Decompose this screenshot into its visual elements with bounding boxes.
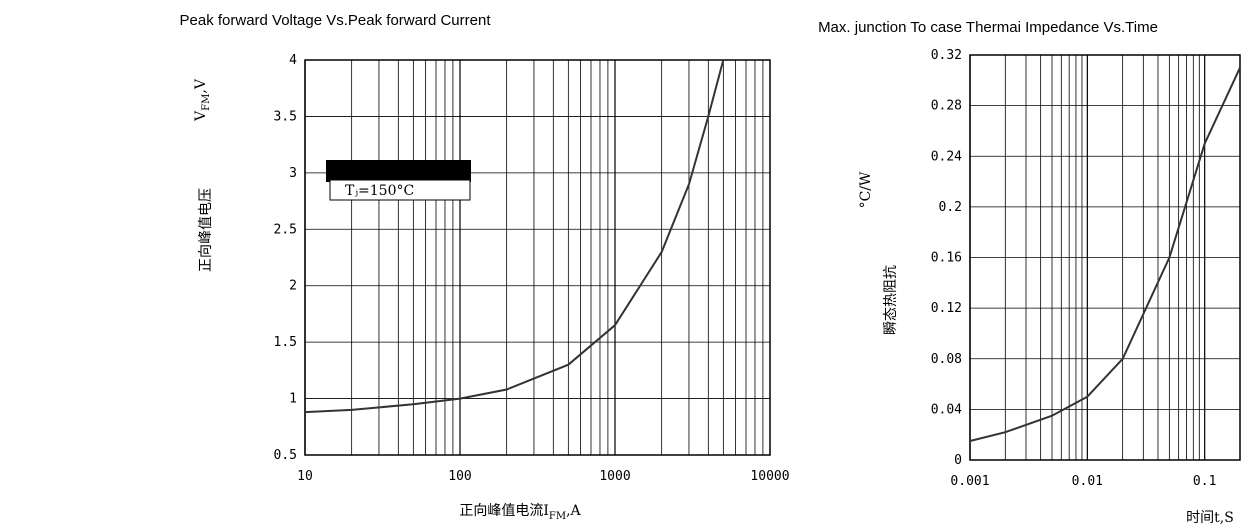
chart-1-y-label: 正向峰值电压	[198, 188, 214, 272]
chart-1-y-label-unit: ,V	[193, 78, 209, 93]
chart-1-legend: Tⱼ=150°C	[326, 160, 471, 201]
chart-1-x-label-sub: FM	[549, 511, 566, 522]
chart-2-y-unit-text: °C/W	[858, 171, 874, 208]
chart-1-x-label: 正向峰值电流IFM,A	[459, 503, 581, 522]
y-tick-label: 0.2	[939, 200, 962, 215]
chart-1-series-line	[304, 59, 725, 414]
chart-2-title: Max. junction To case Thermai Impedance …	[818, 19, 1158, 36]
x-tick-label: 100	[448, 469, 471, 484]
chart-2-series-line	[969, 67, 1241, 442]
y-tick-label: 0.16	[931, 251, 962, 266]
y-tick-label: 0.28	[931, 99, 962, 114]
chart-1-legend-box	[326, 160, 471, 182]
chart-1-x-label-unit: ,A	[566, 503, 581, 519]
chart-1-y-label-main: V	[193, 110, 209, 122]
chart-2-frame	[969, 54, 1241, 461]
chart-2: Max. junction To case Thermai Impedance …	[818, 19, 1241, 526]
x-tick-label: 10	[297, 469, 313, 484]
x-tick-label: 1000	[599, 469, 630, 484]
chart-2-y-label: 瞬态热阻抗	[883, 265, 899, 335]
chart-1-legend-label-box	[329, 179, 471, 201]
y-tick-label: 0.04	[931, 402, 962, 417]
y-tick-label: 0.08	[931, 352, 962, 367]
chart-1-y-ticks: 0.5 1 1.5 2 2.5 3 3.5 4	[274, 53, 298, 463]
chart-1-grid	[304, 59, 770, 456]
chart-2-x-ticks: 0.001 0.01 0.1	[950, 474, 1216, 489]
y-tick-label: 3.5	[274, 109, 297, 124]
y-tick-label: 0.5	[274, 448, 297, 463]
chart-2-y-label-cn: 瞬态热阻抗	[883, 265, 899, 335]
y-tick-label: 3	[289, 166, 297, 181]
y-tick-label: 4	[289, 53, 297, 68]
y-tick-label: 0.32	[931, 48, 962, 63]
x-tick-label: 0.01	[1072, 474, 1103, 489]
chart-1-legend-text: Tⱼ=150°C	[345, 183, 414, 199]
x-tick-label: 0.001	[950, 474, 989, 489]
chart-1-y-label-sub: FM	[201, 94, 212, 111]
y-tick-label: 0.12	[931, 301, 962, 316]
x-tick-label: 0.1	[1193, 474, 1216, 489]
y-tick-label: 0.24	[931, 149, 962, 164]
chart-1-frame	[304, 59, 771, 456]
chart-2-x-label: 时间t,S	[1186, 510, 1234, 526]
chart-1-y-label-cn: 正向峰值电压	[198, 188, 214, 272]
x-tick-label: 10000	[750, 469, 789, 484]
chart-2-y-ticks: 0 0.04 0.08 0.12 0.16 0.2 0.24 0.28 0.32	[931, 48, 962, 468]
chart-2-grid	[969, 54, 1241, 461]
svg-text:VFM,V: VFM,V	[193, 78, 212, 122]
y-tick-label: 2	[289, 279, 297, 294]
y-tick-label: 1	[289, 392, 297, 407]
chart-1-x-ticks: 10 100 1000 10000	[297, 469, 789, 484]
chart-1-title: Peak forward Voltage Vs.Peak forward Cur…	[180, 12, 492, 29]
chart-2-y-unit: °C/W	[858, 171, 874, 208]
y-tick-label: 0	[954, 453, 962, 468]
chart-1: Peak forward Voltage Vs.Peak forward Cur…	[180, 12, 790, 522]
chart-1-x-label-main: 正向峰值电流I	[459, 503, 549, 519]
y-tick-label: 1.5	[274, 335, 297, 350]
chart-1-y-symbol: VFM,V	[193, 78, 212, 122]
y-tick-label: 2.5	[274, 222, 297, 237]
